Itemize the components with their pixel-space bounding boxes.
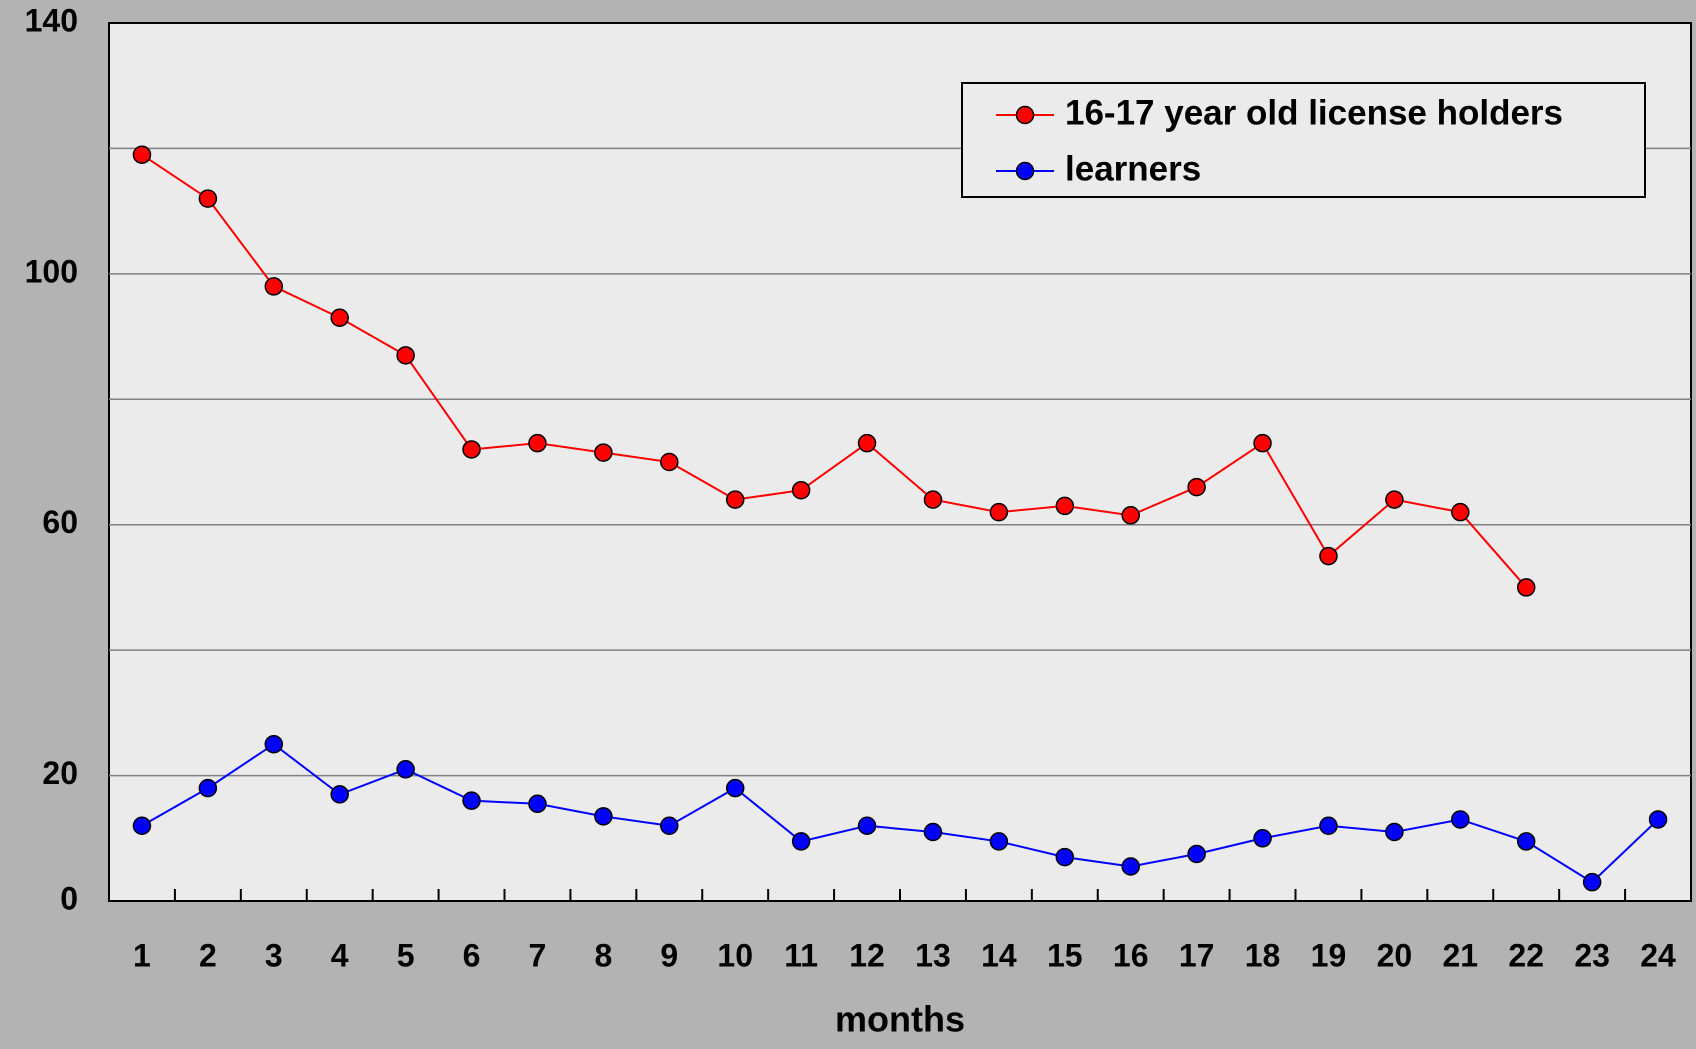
data-point bbox=[1121, 506, 1140, 525]
data-point bbox=[1319, 816, 1338, 835]
data-point bbox=[857, 816, 877, 835]
data-point bbox=[1253, 433, 1272, 453]
data-point bbox=[857, 433, 877, 453]
x-tick-label: 17 bbox=[1179, 937, 1215, 973]
data-point bbox=[396, 760, 415, 779]
x-tick-label: 11 bbox=[784, 937, 818, 973]
data-point bbox=[1121, 857, 1140, 876]
data-point bbox=[330, 785, 349, 804]
data-point bbox=[725, 490, 745, 509]
x-tick-label: 24 bbox=[1640, 937, 1676, 973]
legend-marker bbox=[1015, 105, 1035, 125]
x-tick-label: 9 bbox=[660, 937, 678, 973]
x-tick-label: 13 bbox=[915, 937, 951, 973]
data-point bbox=[264, 277, 284, 296]
data-point bbox=[330, 308, 349, 328]
data-point bbox=[791, 480, 811, 500]
data-point bbox=[1385, 822, 1404, 842]
x-tick-label: 3 bbox=[265, 937, 283, 973]
data-point bbox=[725, 778, 745, 798]
data-point bbox=[989, 502, 1009, 522]
data-point bbox=[660, 452, 679, 472]
data-point bbox=[198, 778, 218, 798]
legend-label: 16-17 year old license holders bbox=[1065, 93, 1563, 132]
legend-marker bbox=[1015, 161, 1035, 181]
data-point bbox=[1187, 844, 1206, 864]
x-tick-label: 5 bbox=[397, 937, 415, 973]
y-tick-label: 60 bbox=[42, 504, 78, 540]
data-point bbox=[1648, 810, 1668, 829]
series-line bbox=[141, 742, 1659, 884]
y-tick-label: 100 bbox=[25, 253, 78, 289]
data-point bbox=[1451, 810, 1470, 829]
x-tick-label: 23 bbox=[1574, 937, 1610, 973]
x-tick-label: 19 bbox=[1311, 937, 1347, 973]
y-tick-label: 140 bbox=[25, 2, 78, 38]
x-tick-label: 12 bbox=[849, 937, 885, 973]
x-tick-label: 18 bbox=[1245, 937, 1281, 973]
data-point bbox=[594, 807, 613, 826]
data-point bbox=[462, 791, 481, 810]
data-point bbox=[791, 832, 811, 851]
data-point bbox=[462, 440, 481, 459]
data-point bbox=[528, 794, 547, 814]
data-point bbox=[1319, 546, 1338, 566]
data-point bbox=[594, 443, 613, 462]
data-point bbox=[132, 145, 152, 164]
legend-box bbox=[961, 82, 1646, 198]
data-point bbox=[923, 490, 943, 509]
data-point bbox=[132, 816, 152, 835]
x-tick-label: 8 bbox=[594, 937, 612, 973]
legend-label: learners bbox=[1065, 149, 1201, 188]
x-tick-label: 1 bbox=[133, 937, 151, 973]
x-tick-label: 20 bbox=[1377, 937, 1413, 973]
x-tick-label: 6 bbox=[463, 937, 481, 973]
data-point bbox=[1187, 477, 1206, 497]
data-point bbox=[660, 816, 679, 835]
data-point bbox=[264, 734, 284, 754]
data-point bbox=[1516, 578, 1536, 597]
x-axis-label: months bbox=[835, 999, 965, 1040]
data-point bbox=[1385, 490, 1404, 509]
x-tick-label: 21 bbox=[1442, 937, 1478, 973]
data-point bbox=[1582, 872, 1602, 892]
x-tick-label: 16 bbox=[1113, 937, 1149, 973]
x-tick-label: 2 bbox=[199, 937, 217, 973]
data-point bbox=[198, 189, 218, 208]
x-tick-label: 15 bbox=[1047, 937, 1083, 973]
data-point bbox=[396, 346, 415, 365]
data-point bbox=[1055, 847, 1075, 867]
x-tick-label: 4 bbox=[331, 937, 349, 973]
data-point bbox=[923, 822, 943, 842]
data-point bbox=[1055, 496, 1075, 516]
data-point bbox=[1253, 829, 1272, 848]
data-point bbox=[1516, 832, 1536, 851]
data-point bbox=[528, 433, 547, 453]
x-tick-label: 10 bbox=[717, 937, 753, 973]
data-point bbox=[1451, 502, 1470, 522]
y-tick-label: 20 bbox=[42, 755, 78, 791]
x-tick-label: 22 bbox=[1508, 937, 1544, 973]
x-tick-label: 14 bbox=[981, 937, 1017, 973]
x-tick-label: 7 bbox=[529, 937, 547, 973]
data-point bbox=[989, 832, 1009, 851]
y-tick-label: 0 bbox=[60, 880, 78, 916]
series-line bbox=[141, 153, 1527, 589]
